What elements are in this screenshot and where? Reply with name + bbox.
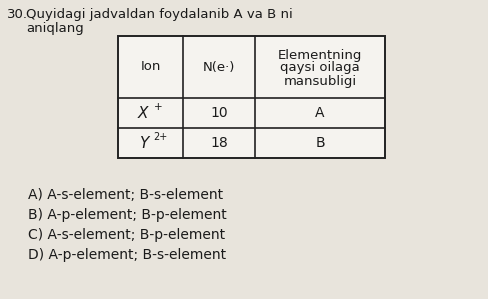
Bar — [118, 36, 385, 158]
Text: +: + — [154, 102, 163, 112]
Text: 2+: 2+ — [153, 132, 167, 142]
Text: 18: 18 — [210, 136, 228, 150]
Text: N(e·): N(e·) — [203, 60, 235, 74]
Text: mansubligi: mansubligi — [284, 74, 357, 88]
Text: Y: Y — [139, 135, 148, 150]
Text: Quyidagi jadvaldan foydalanib A va B ni: Quyidagi jadvaldan foydalanib A va B ni — [26, 8, 293, 21]
Text: aniqlang: aniqlang — [26, 22, 84, 35]
Text: A) A-s-element; B-s-element: A) A-s-element; B-s-element — [28, 188, 223, 202]
Text: C) A-s-element; B-p-element: C) A-s-element; B-p-element — [28, 228, 225, 242]
Text: 30.: 30. — [7, 8, 28, 21]
Text: Ion: Ion — [141, 60, 161, 74]
Text: qaysi oilaga: qaysi oilaga — [280, 62, 360, 74]
Text: D) A-p-element; B-s-element: D) A-p-element; B-s-element — [28, 248, 226, 262]
Bar — [118, 36, 385, 158]
Text: Elementning: Elementning — [278, 48, 362, 62]
Text: B: B — [315, 136, 325, 150]
Text: A: A — [315, 106, 325, 120]
Text: B) A-p-element; B-p-element: B) A-p-element; B-p-element — [28, 208, 227, 222]
Text: X: X — [138, 106, 148, 120]
Text: 10: 10 — [210, 106, 228, 120]
